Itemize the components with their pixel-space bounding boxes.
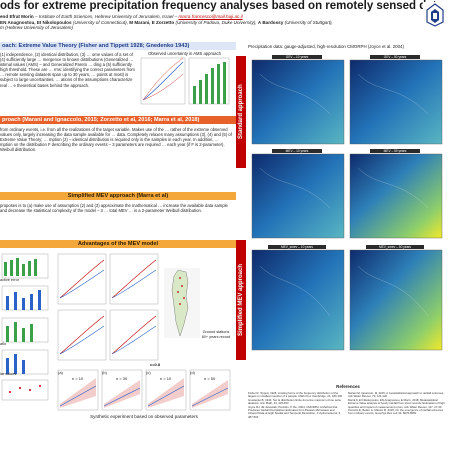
- panel-d-label: (d): [190, 370, 195, 375]
- synthetic-panels: [56, 366, 231, 412]
- growth-curves-svg: [57, 253, 159, 361]
- author-names-2: EN Anagnostou, EI Nikolopoulos: [0, 19, 72, 25]
- section-heading-advantages: Advantages of the MEV model: [0, 240, 236, 248]
- authors-block: end Efrat Morin – Institute of Earth Sci…: [0, 14, 420, 31]
- map-title-smev-10: MEV_smev – 10 years: [268, 245, 326, 249]
- reference-item: Marani M, Ignaccolo, M, 2015, A metastat…: [348, 391, 445, 399]
- affiliation-2: (University of Connecticut),: [71, 19, 130, 25]
- references-left: Fisher R, Tippett, 1928, Limiting forms …: [248, 391, 344, 419]
- author-names-3: M Marani, E Zorzetto: [129, 19, 175, 25]
- adv-label-1: active error: [0, 278, 19, 282]
- reference-item: Fisher R, Tippett, 1928, Limiting forms …: [248, 391, 343, 399]
- ams-chart-title: Observed uncertainty in AMS approach: [148, 51, 221, 56]
- map-grid: [250, 54, 446, 354]
- poster-title: ods for extreme precipitation frequency …: [0, 0, 443, 12]
- map-title-mev-10: MEV – 10 years: [272, 149, 322, 153]
- map-grid-svg: [251, 59, 443, 351]
- israel-map-svg: [164, 268, 200, 338]
- reference-item: Gnedenko B, 1943, Sur la distribution li…: [248, 397, 341, 406]
- synthetic-panels-svg: [57, 369, 231, 411]
- panel-c-n: n = 10: [160, 376, 172, 381]
- affiliation-5: m (Hebrew University of Jerusalem): [0, 25, 74, 31]
- reference-item: Zorzetto E, Botter G, Marani M, 2016, On…: [348, 408, 443, 416]
- map-title-smev-50: MEV_smev – 50 years: [366, 245, 424, 249]
- growth-curve-charts: [56, 252, 161, 362]
- left-bar-charts-svg: [1, 253, 49, 401]
- ground-stations-map: [164, 268, 200, 338]
- map-title-gev-10: GEV – 10 years: [272, 55, 322, 59]
- panel-b-n: n = 30: [116, 376, 128, 381]
- panel-d-n: n = 50: [204, 376, 216, 381]
- extreme-value-text: (1) independence, (2) identical distribu…: [0, 52, 135, 88]
- ams-uncertainty-chart: Observed uncertainty in AMS approach: [137, 51, 232, 111]
- advantages-left-charts: [0, 252, 52, 402]
- panel-a-label: (a): [58, 370, 63, 375]
- panel-a-n: n = 10: [72, 376, 84, 381]
- affiliation-1: – Institute of Earth Sciences, Hebrew Un…: [33, 14, 179, 19]
- affiliation-4: (University of Stuttgart),: [283, 19, 333, 25]
- ground-stations-caption: Ground stations 60+ years record: [201, 330, 231, 340]
- synthetic-caption: Synthetic experiment based on observed p…: [90, 414, 198, 419]
- map-title-mev-50: MEV – 50 years: [370, 149, 420, 153]
- section-heading-smev: Simplified MEV approach (Marra et al): [0, 192, 236, 200]
- affiliation-3: (University of Padova, Duke University),: [174, 19, 258, 25]
- adv-label-3: lar values: [0, 372, 17, 376]
- references-right: Marani M, Ignaccolo, M, 2015, A metastat…: [348, 391, 448, 416]
- reference-item: Marra F, EI Nikolopoulos, EN Anagnostou,…: [348, 397, 445, 409]
- mev-text: from ordinary events, i.e. from all the …: [0, 127, 232, 153]
- simplified-approach-label: Simplified MEV approach: [236, 240, 246, 360]
- university-logo-icon: [423, 2, 447, 28]
- adv-label-2: atio: [0, 342, 7, 346]
- ams-chart-svg: [140, 57, 230, 105]
- email-link[interactable]: marra.francesco@mail.huji.ac.il: [178, 14, 243, 19]
- panel-b-label: (b): [102, 370, 107, 375]
- reference-item: Joyce RJ, JE Janowiak, PA Arkin, P Xie, …: [248, 404, 341, 419]
- standard-approach-label: Standard approach: [236, 56, 246, 168]
- references-heading: References: [336, 384, 360, 389]
- panel-c-value: c=0.8: [150, 362, 161, 367]
- section-heading-mev: proach (Marani and Ignaccolo, 2015; Zorz…: [0, 116, 236, 124]
- smev-text: proposes is to (a) make use of assumptio…: [0, 203, 228, 214]
- map-title-gev-50: GEV – 50 years: [370, 55, 420, 59]
- author-names-4: A Bardossy: [257, 19, 284, 25]
- section-heading-extreme-value: oach: Extreme Value Theory (Fisher and T…: [0, 42, 236, 50]
- author-names-1: end Efrat Morin: [0, 14, 34, 19]
- panel-c-label: (c): [146, 370, 151, 375]
- precip-data-label: Precipitation data: gauge-adjusted, high…: [248, 44, 404, 49]
